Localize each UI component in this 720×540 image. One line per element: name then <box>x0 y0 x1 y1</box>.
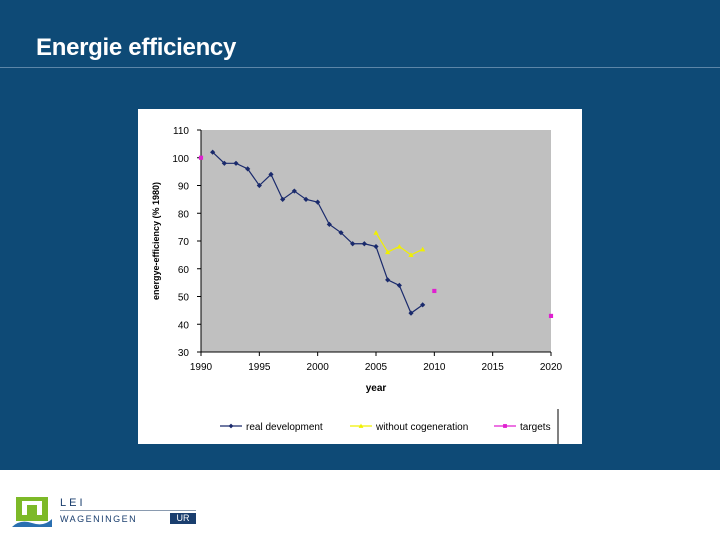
data-point-without-cogeneration <box>373 230 379 235</box>
data-point-real-development <box>210 149 216 155</box>
y-axis-label: energye-efficiency (% 1980) <box>151 182 161 300</box>
legend-label-real-development: real development <box>246 422 323 433</box>
y-tick-label: 110 <box>173 126 189 137</box>
y-tick-label: 90 <box>178 182 190 193</box>
y-tick-label: 80 <box>178 209 190 220</box>
title-divider <box>0 67 720 68</box>
data-point-real-development <box>268 171 274 177</box>
y-tick-labels: 30 40 50 60 70 80 90 100 110 <box>172 126 201 359</box>
data-point-without-cogeneration <box>408 252 414 257</box>
wageningen-logo-icon <box>12 497 52 527</box>
slide-background: Energie efficiency 30 40 50 60 70 80 90 100 110 … <box>0 0 720 470</box>
data-point-real-development <box>245 166 251 172</box>
legend-marker-targets <box>503 424 507 428</box>
data-point-targets <box>432 288 437 294</box>
data-point-targets <box>198 155 204 160</box>
x-tick-label: 2010 <box>423 362 446 373</box>
footer: LEI WAGENINGEN UR <box>0 470 720 540</box>
y-tick-label: 50 <box>178 293 190 304</box>
data-point-without-cogeneration <box>420 246 426 252</box>
logo-lei-text: LEI <box>60 497 86 509</box>
x-tick-label: 1990 <box>190 362 213 373</box>
data-point-real-development <box>338 230 344 236</box>
y-tick-label: 70 <box>178 237 190 248</box>
y-tick-label: 40 <box>178 320 190 331</box>
logo-ur-badge: UR <box>170 513 196 524</box>
slide-title: Energie efficiency <box>36 34 237 61</box>
data-point-targets <box>548 313 554 319</box>
logo-rule <box>60 510 196 511</box>
y-tick-label: 100 <box>172 154 189 165</box>
chart: 30 40 50 60 70 80 90 100 110 1990 1995 2000 2005 201… <box>151 126 563 444</box>
data-point-real-development <box>420 302 426 308</box>
legend-label-without-cogeneration: without cogeneration <box>375 422 468 433</box>
logo-wageningen-text: WAGENINGEN <box>60 514 138 524</box>
data-point-real-development <box>221 160 227 166</box>
x-tick-label: 2020 <box>540 362 563 373</box>
legend-marker-real-development <box>228 423 234 429</box>
x-axis-label: year <box>366 383 387 394</box>
x-tick-label: 2005 <box>365 362 388 373</box>
legend-marker-without-cogeneration <box>358 423 364 428</box>
chart-container: 30 40 50 60 70 80 90 100 110 1990 1995 2000 2005 201… <box>138 109 582 444</box>
x-tick-label: 2015 <box>482 362 505 373</box>
x-tick-label: 1995 <box>248 362 271 373</box>
x-tick-label: 2000 <box>307 362 330 373</box>
y-tick-label: 30 <box>178 348 190 359</box>
legend: real development without cogeneration targ… <box>220 422 551 433</box>
data-point-without-cogeneration <box>396 243 402 249</box>
data-point-real-development <box>233 160 239 166</box>
x-tick-labels: 1990 1995 2000 2005 2010 2015 2020 <box>190 352 563 373</box>
data-point-real-development <box>373 243 379 250</box>
data-point-without-cogeneration <box>385 249 391 255</box>
legend-label-targets: targets <box>520 422 551 433</box>
data-point-real-development <box>303 196 309 202</box>
y-tick-label: 60 <box>178 265 190 276</box>
plot-area <box>201 130 551 352</box>
